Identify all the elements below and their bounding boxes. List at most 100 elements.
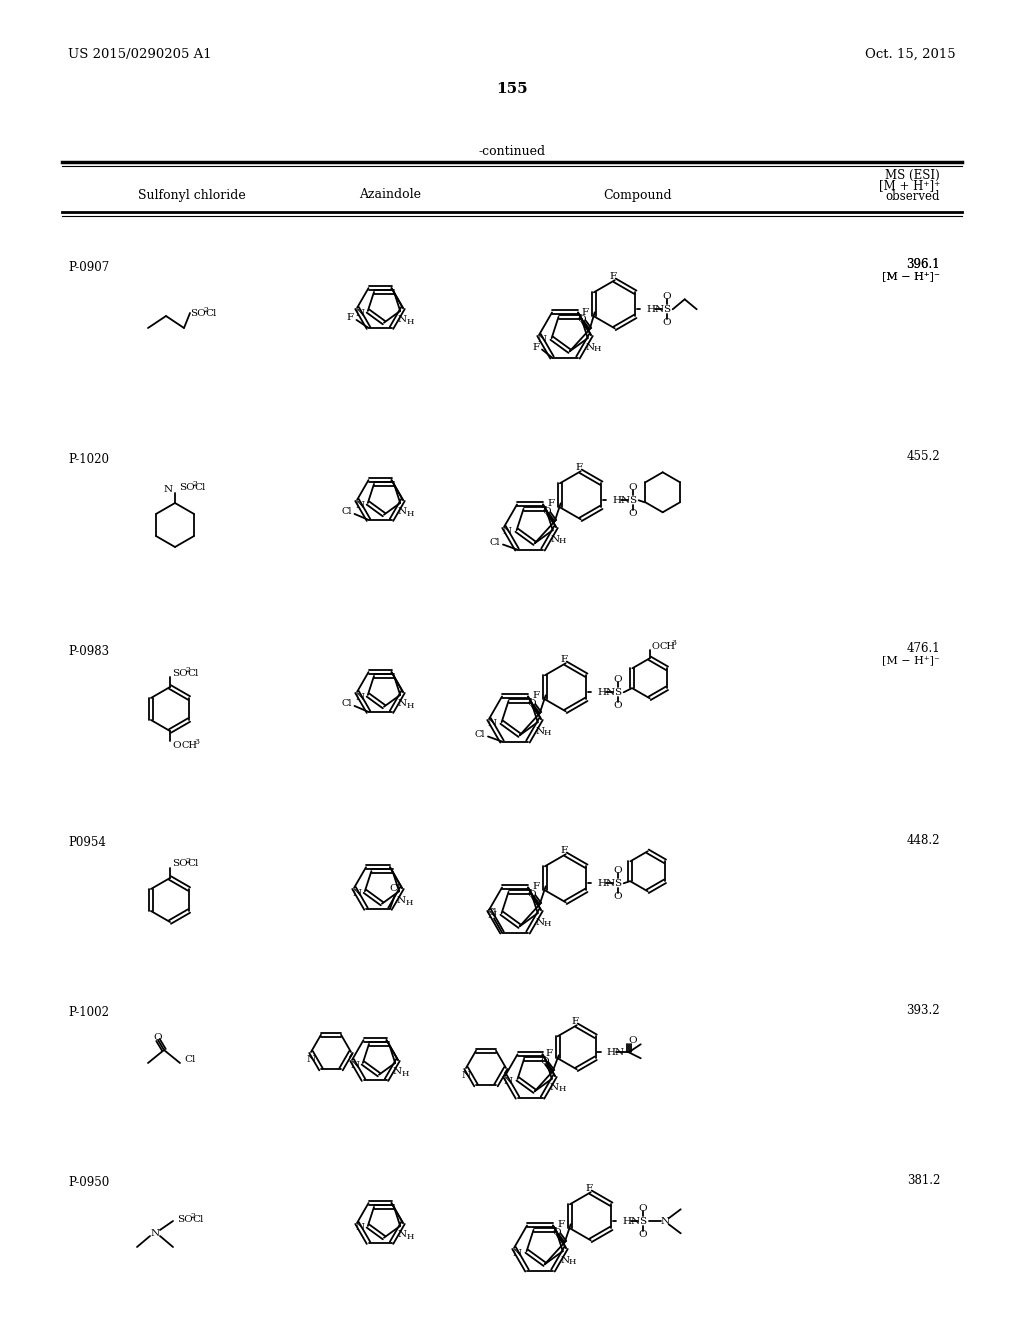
Text: 155: 155 <box>497 82 527 96</box>
Text: Cl: Cl <box>489 539 501 546</box>
Text: Oct. 15, 2015: Oct. 15, 2015 <box>865 48 956 61</box>
Text: S: S <box>639 1217 646 1226</box>
Text: 455.2: 455.2 <box>906 450 940 463</box>
Text: -continued: -continued <box>478 145 546 158</box>
Text: P-1002: P-1002 <box>68 1006 109 1019</box>
Text: Cl: Cl <box>341 507 352 516</box>
Text: N: N <box>536 917 544 927</box>
Text: Cl: Cl <box>205 309 216 318</box>
Text: Cl: Cl <box>389 884 400 894</box>
Text: H: H <box>559 537 566 545</box>
Text: F: F <box>585 1184 592 1193</box>
Text: [M − H⁺]⁻: [M − H⁺]⁻ <box>882 271 940 281</box>
Text: F: F <box>347 313 354 322</box>
Text: N: N <box>397 700 407 709</box>
Text: F: F <box>532 882 540 891</box>
Text: SO: SO <box>179 483 195 491</box>
Text: F: F <box>532 343 540 352</box>
Text: O: O <box>543 507 551 516</box>
Text: O: O <box>613 701 622 710</box>
Text: HN: HN <box>607 1048 625 1057</box>
Text: O: O <box>552 1228 561 1237</box>
Text: S: S <box>664 305 671 314</box>
Text: F: F <box>545 1049 552 1057</box>
Text: O: O <box>651 642 659 651</box>
Text: Cl: Cl <box>341 700 352 709</box>
Text: 2: 2 <box>193 480 197 488</box>
Text: O: O <box>172 741 180 750</box>
Text: O: O <box>154 1034 163 1043</box>
Text: O: O <box>541 1057 549 1065</box>
Text: O: O <box>638 1230 647 1238</box>
Text: Sulfonyl chloride: Sulfonyl chloride <box>138 189 246 202</box>
Text: 396.1: 396.1 <box>906 259 940 272</box>
Text: F: F <box>609 272 616 281</box>
Text: US 2015/0290205 A1: US 2015/0290205 A1 <box>68 48 212 61</box>
Text: S: S <box>629 496 636 504</box>
Text: SO: SO <box>190 309 206 318</box>
Text: N: N <box>503 528 512 536</box>
Text: 393.2: 393.2 <box>906 1003 940 1016</box>
Text: 3: 3 <box>194 738 199 746</box>
Text: H: H <box>406 899 413 907</box>
Text: [M − H⁺]⁻: [M − H⁺]⁻ <box>882 271 940 281</box>
Text: HN: HN <box>612 496 631 504</box>
Text: F: F <box>571 1016 579 1026</box>
Text: N: N <box>355 500 365 510</box>
Text: 476.1: 476.1 <box>906 643 940 656</box>
Text: SO: SO <box>172 859 187 869</box>
Text: S: S <box>614 688 622 697</box>
Text: 2: 2 <box>185 857 189 865</box>
Text: HN: HN <box>647 305 665 314</box>
Text: Cl: Cl <box>187 859 199 869</box>
Text: N: N <box>396 896 406 906</box>
Text: H: H <box>544 729 551 738</box>
Text: N: N <box>487 719 497 729</box>
Text: O: O <box>613 892 622 900</box>
Text: N: N <box>560 1255 569 1265</box>
Text: N: N <box>512 1249 521 1258</box>
Text: O: O <box>613 675 622 684</box>
Text: Cl: Cl <box>475 730 485 739</box>
Text: F: F <box>575 463 583 471</box>
Text: 2: 2 <box>203 306 208 314</box>
Text: 396.1: 396.1 <box>906 259 940 272</box>
Text: MS (ESI): MS (ESI) <box>886 169 940 181</box>
Text: N: N <box>487 911 497 920</box>
Text: SO: SO <box>177 1214 193 1224</box>
Text: N: N <box>355 1224 365 1233</box>
Text: Cl: Cl <box>184 1056 196 1064</box>
Text: CH: CH <box>659 642 676 651</box>
Text: N: N <box>355 693 365 701</box>
Text: N: N <box>462 1071 471 1080</box>
Text: HN: HN <box>598 879 615 888</box>
Text: [M + H⁺]⁺: [M + H⁺]⁺ <box>879 180 940 193</box>
Text: H: H <box>407 318 414 326</box>
Text: H: H <box>407 702 414 710</box>
Text: 2: 2 <box>185 667 189 675</box>
Text: CH: CH <box>182 741 198 750</box>
Text: P-0907: P-0907 <box>68 261 110 275</box>
Text: O: O <box>629 1036 637 1044</box>
Text: 448.2: 448.2 <box>906 833 940 846</box>
Text: N: N <box>585 343 594 352</box>
Text: F: F <box>557 1220 564 1229</box>
Text: N: N <box>352 888 361 898</box>
Text: O: O <box>663 292 671 301</box>
Text: O: O <box>527 698 536 708</box>
Text: Cl: Cl <box>486 908 498 917</box>
Text: N: N <box>397 507 407 516</box>
Text: N: N <box>392 1067 401 1076</box>
Text: H: H <box>558 1085 565 1093</box>
Text: N: N <box>504 1077 513 1085</box>
Text: H: H <box>407 510 414 517</box>
Text: HN: HN <box>598 688 615 697</box>
Text: O: O <box>629 483 637 492</box>
Text: F: F <box>547 499 554 508</box>
Text: N: N <box>355 309 365 318</box>
Text: H: H <box>594 346 601 354</box>
Text: N: N <box>397 315 407 325</box>
Text: N: N <box>660 1217 670 1226</box>
Text: N: N <box>536 727 544 735</box>
Text: O: O <box>638 1204 647 1213</box>
